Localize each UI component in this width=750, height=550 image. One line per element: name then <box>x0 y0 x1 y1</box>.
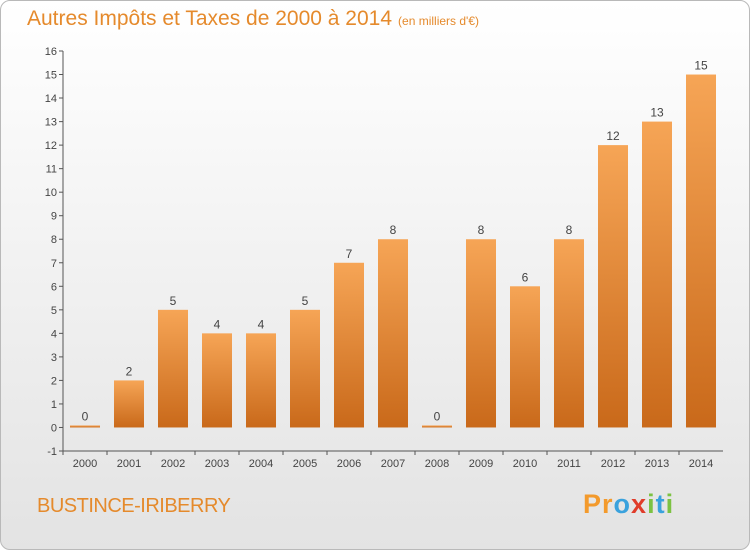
x-tick-label: 2005 <box>293 458 317 470</box>
y-tick-label: 2 <box>51 375 57 387</box>
bar <box>246 333 276 428</box>
data-label: 12 <box>606 129 620 143</box>
x-tick-label: 2001 <box>117 458 141 470</box>
y-tick-label: 3 <box>51 352 57 364</box>
x-tick-label: 2007 <box>381 458 405 470</box>
unit-note: (en milliers d'€) <box>398 14 480 28</box>
y-tick-label: 13 <box>45 117 57 129</box>
x-tick-label: 2009 <box>469 458 493 470</box>
data-label: 0 <box>82 409 89 423</box>
x-tick-label: 2003 <box>205 458 229 470</box>
y-tick-label: 9 <box>51 211 57 223</box>
y-tick-label: 11 <box>46 164 57 176</box>
y-tick-label: 8 <box>51 234 57 246</box>
logo-letter: i <box>647 489 656 519</box>
data-label: 6 <box>522 270 529 284</box>
bar <box>422 425 452 428</box>
x-tick-label: 2010 <box>513 458 537 470</box>
bar <box>202 333 232 428</box>
place-name: BUSTINCE-IRIBERRY <box>37 495 231 517</box>
y-tick-label: -1 <box>47 446 57 458</box>
data-label: 5 <box>302 294 309 308</box>
data-label: 8 <box>390 223 397 237</box>
y-tick-label: 16 <box>45 46 57 58</box>
bar <box>378 239 408 428</box>
x-tick-label: 2013 <box>645 458 669 470</box>
bar <box>158 309 188 428</box>
bar <box>70 425 100 428</box>
y-tick-label: 4 <box>51 328 57 340</box>
x-tick-label: 2004 <box>249 458 273 470</box>
x-tick-label: 2008 <box>425 458 449 470</box>
y-tick-label: 5 <box>51 305 57 317</box>
data-label: 0 <box>434 409 441 423</box>
x-tick-label: 2014 <box>689 458 713 470</box>
y-tick-label: 12 <box>45 140 57 152</box>
bar <box>466 239 496 428</box>
y-tick-label: 10 <box>45 187 57 199</box>
x-tick-label: 2002 <box>161 458 185 470</box>
bar <box>554 239 584 428</box>
bar <box>334 262 364 428</box>
bar <box>642 121 672 428</box>
data-label: 2 <box>126 364 133 378</box>
y-tick-label: 6 <box>51 281 57 293</box>
bar <box>598 145 628 428</box>
logo-letter: r <box>602 489 614 519</box>
data-label: 8 <box>566 223 573 237</box>
logo-letter: o <box>613 489 632 519</box>
data-label: 7 <box>346 247 353 261</box>
logo-letter: t <box>655 489 666 519</box>
data-label: 13 <box>650 106 664 120</box>
x-tick-label: 2011 <box>557 458 581 470</box>
logo-letter: i <box>665 489 675 519</box>
title-text: Autres Impôts et Taxes de 2000 à 2014 <box>27 7 393 30</box>
logo-letter: x <box>631 489 648 519</box>
x-tick-label: 2006 <box>337 458 361 470</box>
data-label: 5 <box>170 294 177 308</box>
y-tick-label: 15 <box>45 70 57 82</box>
chart-title: Autres Impôts et Taxes de 2000 à 2014 (en… <box>27 7 479 31</box>
data-label: 15 <box>694 59 708 73</box>
bar <box>114 380 144 428</box>
y-tick-label: 7 <box>51 258 57 270</box>
bar <box>290 309 320 428</box>
y-tick-label: 14 <box>45 93 57 105</box>
proxiti-logo: Proxiti <box>583 489 674 520</box>
x-tick-label: 2000 <box>73 458 97 470</box>
data-label: 4 <box>258 317 265 331</box>
y-tick-label: 1 <box>51 399 57 411</box>
logo-letter: P <box>583 489 603 519</box>
data-label: 4 <box>214 317 221 331</box>
data-label: 8 <box>478 223 485 237</box>
y-tick-label: 0 <box>51 422 57 434</box>
bar <box>686 74 716 428</box>
x-tick-label: 2012 <box>601 458 625 470</box>
bar <box>510 286 540 428</box>
